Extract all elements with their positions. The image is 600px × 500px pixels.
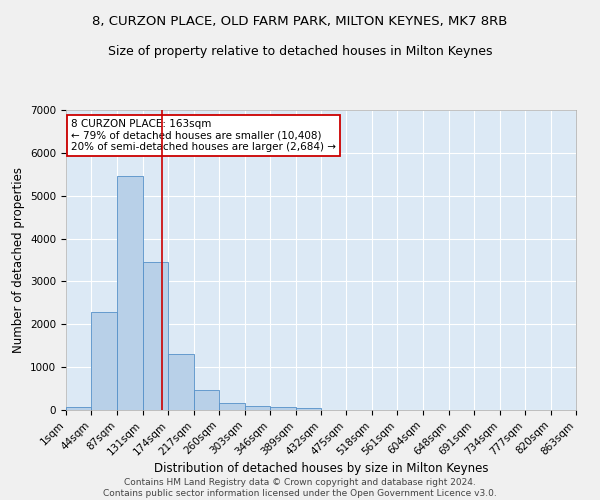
Bar: [143, 262, 169, 410]
Bar: [66, 407, 91, 410]
Bar: [270, 406, 296, 410]
Text: Size of property relative to detached houses in Milton Keynes: Size of property relative to detached ho…: [108, 45, 492, 58]
Text: 8 CURZON PLACE: 163sqm
← 79% of detached houses are smaller (10,408)
20% of semi: 8 CURZON PLACE: 163sqm ← 79% of detached…: [71, 119, 336, 152]
Bar: [219, 402, 245, 410]
Text: 8, CURZON PLACE, OLD FARM PARK, MILTON KEYNES, MK7 8RB: 8, CURZON PLACE, OLD FARM PARK, MILTON K…: [92, 15, 508, 28]
Bar: [91, 312, 117, 410]
Bar: [117, 176, 143, 410]
Bar: [169, 354, 194, 410]
X-axis label: Distribution of detached houses by size in Milton Keynes: Distribution of detached houses by size …: [154, 462, 488, 475]
Bar: [194, 390, 219, 410]
Bar: [296, 408, 321, 410]
Text: Contains HM Land Registry data © Crown copyright and database right 2024.
Contai: Contains HM Land Registry data © Crown c…: [103, 478, 497, 498]
Y-axis label: Number of detached properties: Number of detached properties: [11, 167, 25, 353]
Bar: [245, 406, 270, 410]
